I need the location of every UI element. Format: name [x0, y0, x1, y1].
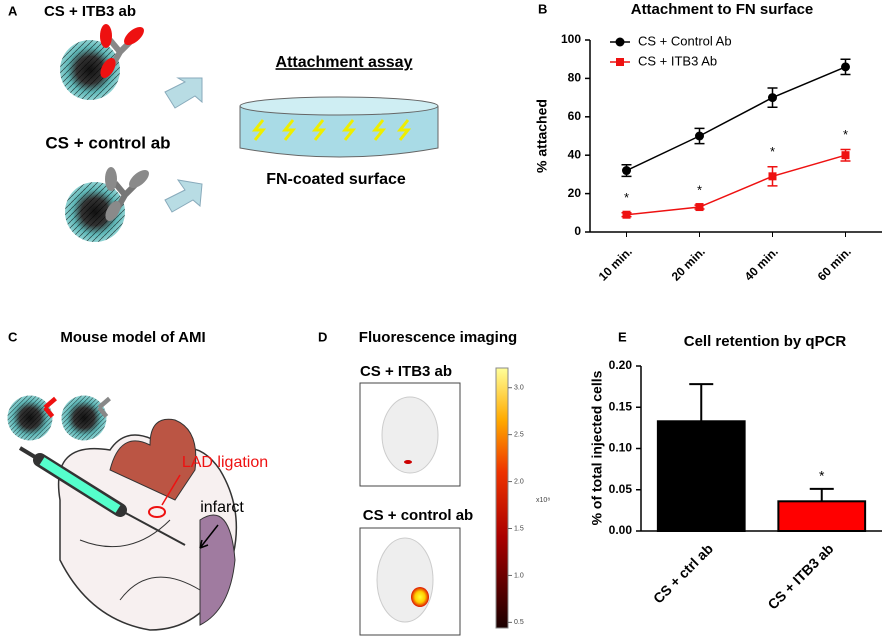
point	[695, 131, 704, 141]
y-tick-label: 0.00	[609, 523, 633, 537]
lad-label: LAD ligation	[182, 454, 268, 471]
bar	[777, 500, 867, 532]
significance: *	[819, 468, 825, 484]
chart-title: Cell retention by qPCR	[684, 333, 847, 350]
y-axis-label: % attached	[534, 99, 550, 173]
pointer	[199, 524, 219, 549]
x-tick-label: 20 min.	[669, 244, 708, 283]
antibody-icon	[105, 167, 149, 221]
panel-d: D Fluorescence imaging CS + ITB3 ab CS +…	[318, 329, 550, 636]
panel-letter: C	[8, 329, 18, 344]
point	[841, 151, 850, 160]
y-tick-label: 100	[561, 32, 581, 46]
error-bar	[689, 383, 714, 422]
x-tick-label: 40 min.	[742, 244, 781, 283]
significance: *	[843, 127, 848, 142]
y-tick-label: 0.15	[609, 399, 633, 413]
significance: *	[770, 144, 775, 159]
x-tick-label: CS + ITB3 ab	[764, 540, 836, 612]
point	[622, 210, 631, 219]
colorbar-tick-label: 0.5	[514, 619, 524, 626]
panel-letter: D	[318, 329, 327, 344]
legend-label: CS + ITB3 Ab	[638, 53, 717, 68]
panel-letter: E	[618, 329, 627, 344]
y-tick-label: 0.05	[609, 482, 633, 496]
colorbar-tick-label: 3.0	[514, 385, 524, 392]
panel-title: CS + ITB3 ab	[44, 3, 136, 20]
y-tick-label: 20	[568, 186, 582, 200]
point	[768, 172, 777, 181]
image-label: CS + control ab	[363, 507, 473, 524]
panel-c: C Mouse model of AMI LAD ligation infarc…	[7, 329, 268, 631]
signal	[404, 460, 412, 464]
arrow	[164, 179, 203, 213]
chart-title: Attachment to FN surface	[631, 1, 814, 18]
infarct-label: infarct	[200, 499, 244, 516]
assay-title: Attachment assay	[276, 54, 413, 71]
y-tick-label: 0.10	[609, 441, 633, 455]
organ-image	[376, 537, 434, 623]
heart	[57, 418, 238, 631]
ligation-mark	[148, 506, 166, 518]
point	[768, 93, 777, 103]
y-tick-label: 80	[568, 71, 582, 85]
colorbar-tick-label: 2.0	[514, 478, 524, 485]
point	[841, 62, 850, 72]
x-tick-label: CS + ctrl ab	[650, 540, 716, 606]
x-tick-label: 10 min.	[596, 244, 635, 283]
bar	[656, 420, 746, 532]
significance: *	[624, 190, 629, 205]
colorbar-tick-label: 1.0	[514, 572, 524, 579]
dish	[239, 96, 439, 158]
panel-title: Fluorescence imaging	[359, 329, 517, 346]
cell-icon	[7, 395, 57, 441]
image-label: CS + ITB3 ab	[360, 363, 452, 380]
panel-a: A CS + ITB3 ab CS + control ab Attachmen…	[8, 3, 439, 242]
y-axis-label: % of total injected cells	[589, 370, 605, 525]
legend-marker	[616, 58, 624, 66]
point	[622, 166, 631, 176]
group-label: CS + control ab	[45, 133, 170, 152]
signal	[411, 587, 429, 607]
panel-letter: A	[8, 3, 18, 18]
surface-label: FN-coated surface	[266, 171, 406, 188]
colorbar-unit: x10⁸	[536, 497, 550, 504]
legend-marker	[615, 37, 625, 47]
antibody-icon	[100, 24, 144, 78]
y-tick-label: 60	[568, 109, 582, 123]
y-tick-label: 0	[574, 224, 581, 238]
series-line	[626, 66, 846, 172]
significance: *	[697, 183, 702, 198]
organ-image	[381, 396, 439, 474]
panel-letter: B	[538, 1, 547, 16]
colorbar	[495, 367, 509, 629]
cell-icon	[61, 395, 111, 441]
pointer	[161, 474, 181, 506]
legend-label: CS + Control Ab	[638, 33, 732, 48]
x-tick-label: 60 min.	[815, 244, 854, 283]
y-tick-label: 0.20	[609, 358, 633, 372]
point	[695, 203, 704, 212]
syringe	[18, 446, 186, 546]
colorbar-tick-label: 2.5	[514, 431, 524, 438]
series-line	[626, 154, 846, 216]
arrow	[164, 77, 203, 109]
error-bar	[809, 487, 834, 502]
y-tick-label: 40	[568, 147, 582, 161]
colorbar-tick-label: 1.5	[514, 525, 524, 532]
panel-title: Mouse model of AMI	[60, 329, 205, 346]
